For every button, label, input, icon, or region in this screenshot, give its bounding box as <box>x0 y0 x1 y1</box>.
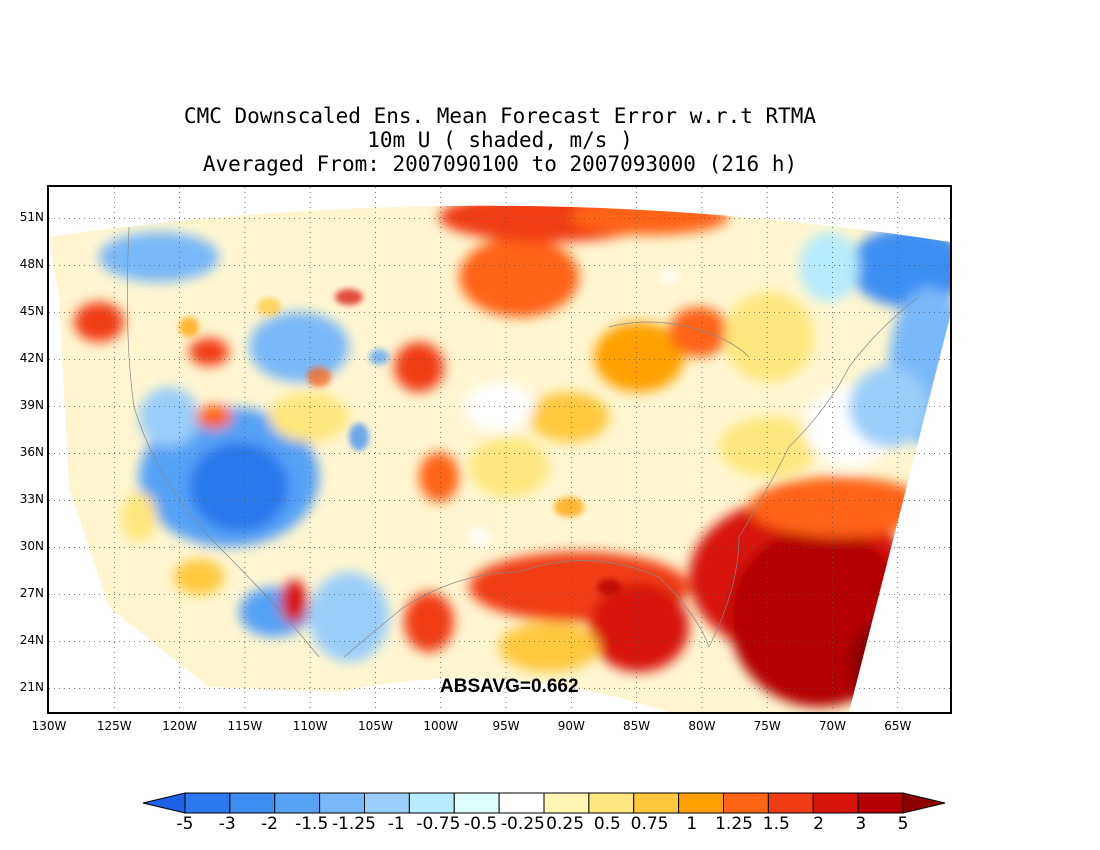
colorbar-label: -0.25 <box>500 814 545 834</box>
lon-tick-label: 125W <box>96 719 132 733</box>
lon-tick-label: 105W <box>358 719 393 733</box>
colorbar-box <box>812 792 859 814</box>
colorbar-box <box>678 792 724 814</box>
lon-tick-label: 110W <box>292 719 328 733</box>
colorbar-box <box>229 792 276 814</box>
lon-tick-label: 85W <box>623 719 651 733</box>
colorbar-box <box>453 792 500 814</box>
lat-tick-label: 42N <box>19 351 44 366</box>
colorbar-label: 2 <box>813 814 824 834</box>
title-line-3: Averaged From: 2007090100 to 2007093000 … <box>202 152 798 176</box>
colorbar-box <box>364 792 410 814</box>
colorbar-label: -2 <box>260 814 278 834</box>
lon-tick-label: 65W <box>884 719 912 733</box>
lon-tick-label: 70W <box>818 719 847 733</box>
colorbar-label: 3 <box>855 814 867 834</box>
lon-tick-label: 90W <box>557 719 585 733</box>
colorbar-lower-extension <box>142 792 186 814</box>
colorbar-label: 0.25 <box>546 814 585 834</box>
colorbar-label: 0.5 <box>593 814 621 834</box>
lat-tick-label: 45N <box>19 304 44 319</box>
colorbar-label: 1.25 <box>715 814 753 834</box>
lon-tick-label: 80W <box>688 719 716 733</box>
colorbar-box <box>767 792 814 814</box>
colorbar-label: 5 <box>897 814 909 834</box>
colorbar-label: -0.75 <box>416 814 461 834</box>
colorbar-label: -3 <box>218 814 236 834</box>
lat-lon-grid <box>49 187 950 712</box>
colorbar-box <box>408 792 455 814</box>
lat-tick-label: 48N <box>19 257 44 272</box>
colorbar-box <box>184 792 231 814</box>
colorbar-upper-extension <box>902 792 946 814</box>
lon-tick-label: 115W <box>227 719 263 733</box>
colorbar-label: -0.5 <box>464 814 498 834</box>
lat-tick-label: 33N <box>19 492 44 507</box>
lat-tick-label: 39N <box>19 398 44 413</box>
colorbar-box <box>588 792 635 814</box>
colorbar-label: -1 <box>387 814 405 834</box>
colorbar-box <box>857 792 904 814</box>
colorbar-label: 1 <box>686 814 698 834</box>
absavg-annotation: ABSAVG=0.662 <box>440 676 579 697</box>
lat-tick-label: 30N <box>19 539 44 554</box>
lat-tick-label: 21N <box>19 680 44 695</box>
colorbar-label: -5 <box>176 814 194 834</box>
colorbar-label: 0.75 <box>630 814 669 834</box>
map-frame <box>47 185 952 714</box>
lon-tick-label: 100W <box>423 719 459 733</box>
lat-tick-label: 36N <box>19 445 44 460</box>
shaded-field <box>49 205 950 712</box>
lon-tick-label: 120W <box>162 719 197 733</box>
lat-tick-label: 24N <box>19 633 44 648</box>
colorbar-label: 1.5 <box>762 814 790 834</box>
colorbar-label: -1.25 <box>331 814 376 834</box>
lat-tick-label: 51N <box>19 210 44 225</box>
lon-tick-label: 75W <box>753 719 781 733</box>
colorbar-box <box>543 792 590 814</box>
title-line-2: 10m U ( shaded, m/s ) <box>367 128 633 152</box>
lon-tick-label: 130W <box>31 719 67 733</box>
colorbar-box <box>498 792 545 814</box>
map-plot <box>49 187 950 712</box>
colorbar-box <box>633 792 680 814</box>
colorbar-label: -1.5 <box>295 814 329 834</box>
colorbar-box <box>319 792 365 814</box>
colorbar-box <box>723 792 769 814</box>
lat-tick-label: 27N <box>19 586 44 601</box>
colorbar-box <box>274 792 321 814</box>
coastlines <box>126 226 920 658</box>
lon-tick-label: 95W <box>492 719 520 733</box>
title-line-1: CMC Downscaled Ens. Mean Forecast Error … <box>183 104 817 128</box>
